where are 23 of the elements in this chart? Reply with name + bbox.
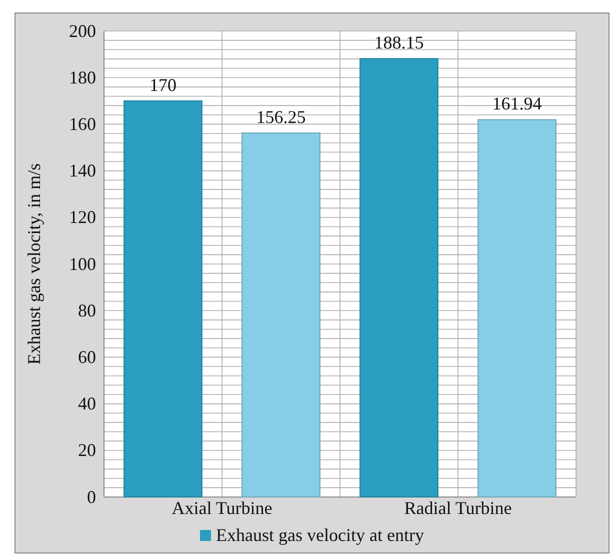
- bar: [124, 100, 202, 498]
- y-tick-label: 20: [78, 440, 96, 460]
- x-tick-label: Axial Turbine: [172, 498, 272, 518]
- bar: [478, 119, 556, 498]
- y-tick-label: 200: [69, 20, 96, 41]
- y-tick-label: 180: [69, 67, 96, 88]
- y-tick-label: 40: [78, 394, 96, 414]
- y-tick-label: 160: [69, 114, 96, 134]
- data-label: 170: [150, 74, 176, 95]
- y-tick-label: 140: [69, 160, 96, 181]
- bar: [242, 132, 320, 498]
- y-tick-label: 80: [78, 300, 96, 320]
- x-tick-label: Radial Turbine: [404, 498, 512, 518]
- data-label: 156.25: [256, 106, 306, 127]
- y-tick-label: 120: [69, 207, 96, 228]
- y-tick-label: 60: [78, 346, 96, 367]
- bar: [360, 58, 438, 498]
- data-label: 188.15: [374, 32, 424, 53]
- y-tick-label: 100: [69, 254, 96, 274]
- legend-label: Exhaust gas velocity at entry: [216, 525, 424, 545]
- y-axis-title: Exhaust gas velocity, in m/s: [24, 163, 44, 365]
- y-tick-label: 0: [87, 486, 96, 507]
- data-label: 161.94: [492, 94, 542, 114]
